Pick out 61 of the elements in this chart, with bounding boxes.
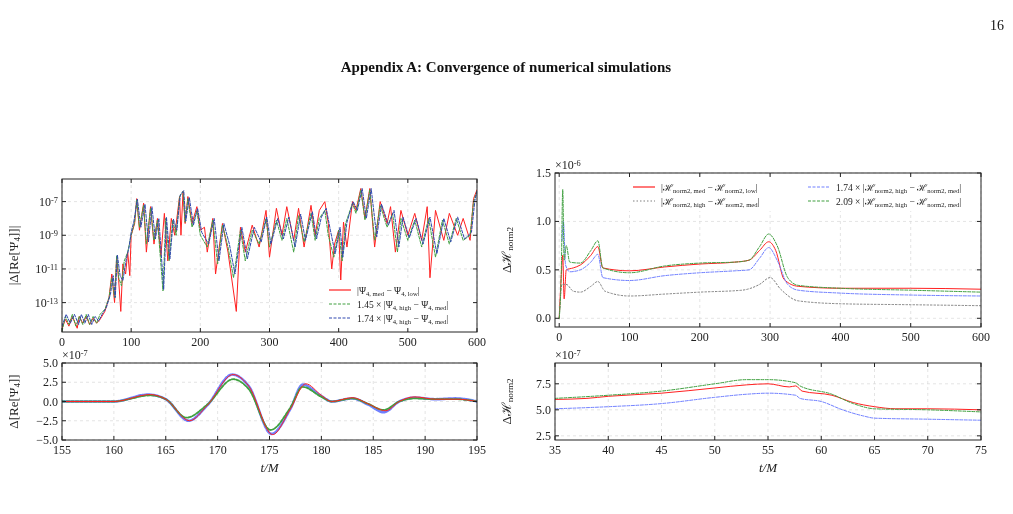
x-tick-label: 35 [549,443,561,457]
x-tick-label: 300 [260,335,279,349]
x-tick-label: 190 [416,443,435,457]
x-tick-label: 200 [690,330,709,344]
x-tick-label: 0 [556,330,563,344]
y-tick-label: 2.5 [43,375,58,390]
x-tick-label: 400 [329,335,348,349]
y-tick-label: 5.0 [536,402,551,417]
x-axis-title: t/M [758,460,779,475]
x-tick-label: 70 [921,443,934,457]
x-tick-label: 0 [59,335,65,349]
y-tick-label: 2.5 [536,428,551,443]
legend-label: |Ψ$_{4, med}$ − Ψ$_{4, low}$| [357,285,420,297]
y-tick-label: 10$^{-7}$ [39,194,58,209]
y-tick-label: 0.0 [536,311,551,326]
y-tick-label: 0.0 [43,394,58,409]
x-tick-label: 45 [655,443,668,457]
x-tick-label: 300 [761,330,780,344]
legend-label: 1.45 × |Ψ$_{4, high}$ − Ψ$_{4, med}$| [357,299,449,311]
legend-label: 1.74 × |ℋ$_{norm2, high}$ − ℋ$_{norm2, med}$| [836,182,962,194]
x-tick-label: 75 [975,443,987,457]
x-tick-label: 195 [468,443,486,457]
x-tick-label: 100 [620,330,639,344]
legend-label: |ℋ$_{norm2, med}$ − ℋ$_{norm2, low}$| [661,182,758,194]
x-tick-label: 175 [260,443,279,457]
y-tick-label: 7.5 [536,376,551,391]
text: ×10$^{-7}$ [555,348,581,362]
y-tick-label: 10$^{-11}$ [35,261,58,276]
x-tick-label: 65 [868,443,881,457]
x-tick-label: 180 [312,443,331,457]
legend-label: 2.09 × |ℋ$_{norm2, high}$ − ℋ$_{norm2, med}$| [836,196,962,208]
x-tick-label: 400 [831,330,850,344]
y-tick-label: 5.0 [43,356,58,370]
x-tick-label: 40 [602,443,615,457]
x-tick-label: 100 [122,335,141,349]
x-tick-label: 185 [364,443,383,457]
x-axis-title: t/M [260,460,280,475]
x-tick-label: 160 [104,443,123,457]
text: ×10$^{-6}$ [555,158,581,172]
x-tick-label: 60 [815,443,828,457]
y-tick-label: 10$^{-13}$ [34,295,58,310]
line-series [555,392,981,421]
y-tick-label: 0.5 [536,262,551,277]
x-tick-label: 55 [762,443,774,457]
y-tick-label: 1.5 [536,166,551,180]
text: ×10$^{-7}$ [62,348,88,362]
x-tick-label: 500 [398,335,417,349]
legend-label: 1.74 × |Ψ$_{4, high}$ − Ψ$_{4, med}$| [357,313,449,325]
x-tick-label: 200 [191,335,210,349]
x-tick-label: 50 [708,443,721,457]
chart-title: Appendix A: Convergence of numerical simulations [340,59,672,75]
text: 16 [990,18,1004,33]
x-tick-label: 600 [972,330,990,344]
y-tick-label: 1.0 [536,214,551,229]
x-tick-label: 170 [208,443,227,457]
x-tick-label: 165 [156,443,175,457]
legend-label: |ℋ$_{norm2, high}$ − ℋ$_{norm2, med}$| [661,196,760,208]
x-tick-label: 600 [468,335,486,349]
x-tick-label: 500 [901,330,920,344]
y-tick-label: −2.5 [36,413,58,428]
y-tick-label: 10$^{-9}$ [39,228,58,243]
